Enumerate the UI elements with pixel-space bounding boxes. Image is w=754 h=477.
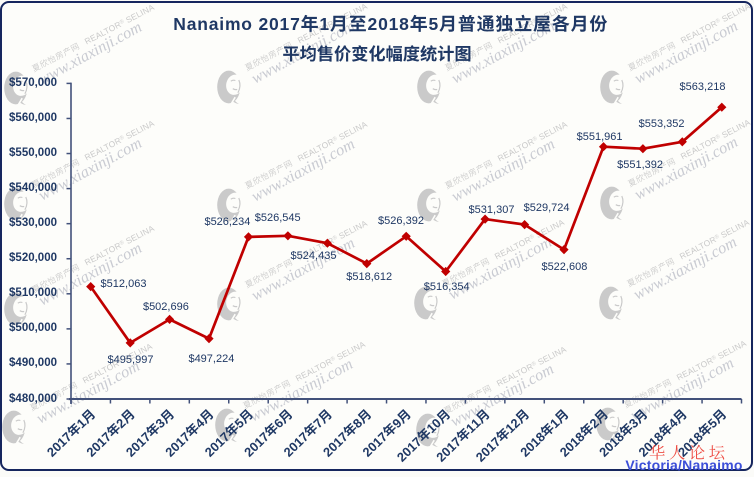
svg-text:1: 1 (389, 14, 399, 34)
svg-text:a: a (187, 14, 197, 34)
svg-text:o: o (241, 14, 252, 34)
svg-text:0: 0 (378, 14, 388, 34)
svg-text:N: N (173, 14, 186, 34)
svg-text:i: i (219, 14, 224, 34)
svg-text:2017: 2017 (162, 429, 193, 460)
svg-text:2017: 2017 (394, 434, 425, 465)
svg-text:2017: 2017 (320, 429, 351, 460)
svg-text:2: 2 (259, 14, 269, 34)
svg-text:3: 3 (152, 415, 168, 431)
svg-text:2017: 2017 (202, 429, 233, 460)
svg-text:1: 1 (74, 415, 90, 431)
svg-text:8: 8 (399, 14, 409, 34)
svg-text:m: m (225, 14, 241, 34)
svg-text:0: 0 (269, 14, 279, 34)
svg-text:2: 2 (368, 14, 378, 34)
svg-text:2017: 2017 (44, 429, 75, 460)
svg-text:2017: 2017 (473, 434, 504, 465)
svg-text:1: 1 (280, 14, 290, 34)
svg-text:9: 9 (389, 415, 405, 431)
svg-text:2017: 2017 (241, 429, 272, 460)
svg-text:n: n (197, 14, 208, 34)
svg-text:1: 1 (547, 415, 563, 431)
svg-text:2017: 2017 (83, 429, 114, 460)
svg-text:a: a (209, 14, 219, 34)
svg-text:2018: 2018 (596, 429, 627, 460)
svg-text:7: 7 (310, 415, 326, 431)
svg-text:3: 3 (626, 415, 642, 431)
svg-text:2017: 2017 (281, 429, 312, 460)
svg-text:7: 7 (290, 14, 300, 34)
svg-text:6: 6 (271, 415, 287, 431)
svg-text:2017: 2017 (433, 434, 464, 465)
svg-text:1: 1 (319, 14, 329, 34)
svg-text:5: 5 (429, 14, 439, 34)
svg-text:2017: 2017 (123, 429, 154, 460)
svg-text:2: 2 (586, 415, 602, 431)
svg-text:2: 2 (113, 415, 129, 431)
svg-text:5: 5 (231, 415, 247, 431)
svg-text:8: 8 (350, 415, 366, 431)
svg-text:5: 5 (705, 415, 721, 431)
svg-text:2017: 2017 (359, 429, 390, 460)
svg-text:2018: 2018 (557, 429, 588, 460)
svg-text:2018: 2018 (517, 429, 548, 460)
